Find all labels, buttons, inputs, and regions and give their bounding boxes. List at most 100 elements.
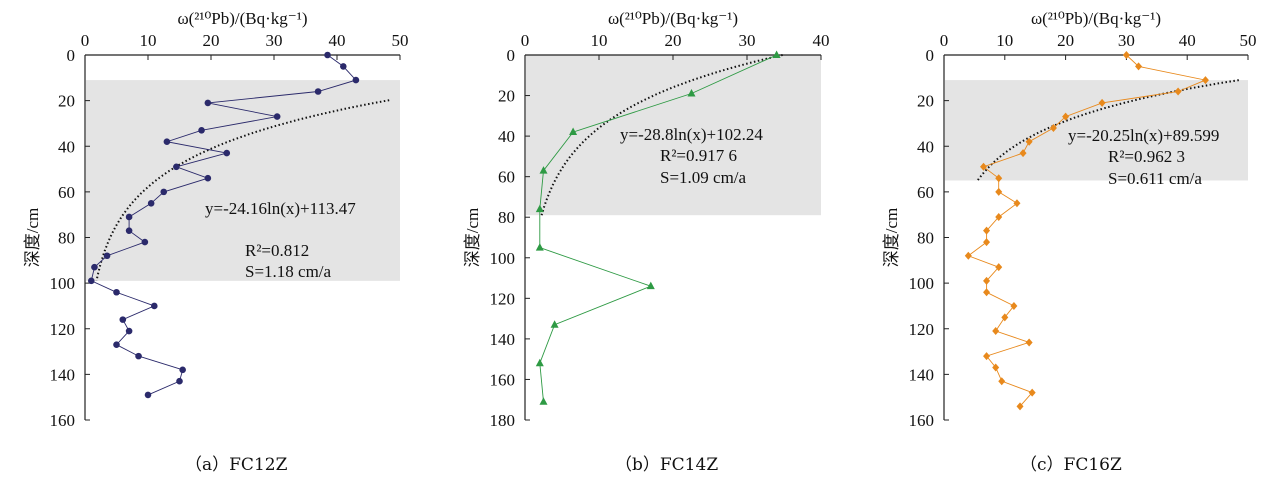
data-point	[687, 89, 696, 97]
data-point	[535, 204, 544, 213]
data-point	[995, 187, 1003, 196]
fit-curve	[95, 99, 390, 282]
y-axis-label: 深度/cm	[882, 208, 901, 268]
chart-caption: （b）FC14Z	[615, 455, 718, 475]
shaded-depth-band	[86, 80, 400, 281]
data-point	[141, 238, 149, 246]
fit-equation: y=-24.16ln(x)+113.47	[205, 199, 356, 218]
data-point	[179, 366, 186, 374]
data-point	[983, 226, 991, 235]
y-tick-label: 100	[490, 249, 516, 268]
data-point	[1025, 137, 1033, 146]
fit-r-squared: R²=0.917 6	[660, 146, 737, 165]
x-tick-label: 0	[940, 31, 949, 50]
y-tick-label: 160	[909, 411, 935, 430]
fit-equation: y=-28.8ln(x)+102.24	[620, 125, 763, 144]
y-tick-label: 140	[490, 330, 516, 349]
y-tick-label: 0	[926, 46, 935, 65]
x-axis-label: ω(²¹⁰Pb)/(Bq·kg⁻¹)	[608, 9, 738, 28]
x-axis-label: ω(²¹⁰Pb)/(Bq·kg⁻¹)	[1031, 9, 1161, 28]
data-point	[125, 327, 133, 335]
data-point	[223, 149, 231, 157]
data-point	[998, 377, 1006, 386]
y-tick-label: 100	[50, 274, 76, 293]
fit-r-squared: R²=0.812	[245, 241, 309, 260]
data-point	[204, 99, 212, 107]
y-tick-label: 80	[917, 229, 934, 248]
data-point	[273, 113, 281, 120]
y-tick-label: 40	[917, 137, 934, 156]
fit-r-squared: R²=0.962 3	[1108, 147, 1185, 166]
data-point	[1010, 301, 1018, 310]
data-point	[1028, 388, 1036, 397]
data-point	[103, 252, 111, 260]
data-point	[569, 127, 578, 136]
data-point	[125, 213, 133, 221]
y-tick-label: 20	[498, 87, 515, 106]
data-point	[983, 276, 991, 285]
fit-curve	[540, 54, 783, 216]
y-tick-label: 0	[507, 46, 516, 65]
y-tick-label: 160	[490, 370, 516, 389]
y-tick-label: 40	[58, 137, 75, 156]
data-point	[125, 227, 133, 234]
data-point	[539, 166, 548, 174]
y-tick-label: 20	[58, 92, 75, 111]
x-axis-label: ω(²¹⁰Pb)/(Bq·kg⁻¹)	[177, 9, 307, 28]
y-tick-label: 180	[490, 411, 516, 430]
data-point	[1049, 124, 1057, 132]
y-tick-label: 40	[498, 127, 515, 146]
data-point	[964, 251, 972, 260]
x-tick-label: 50	[1240, 31, 1257, 50]
data-point	[539, 397, 548, 405]
data-line	[539, 54, 777, 402]
data-point	[1098, 98, 1106, 107]
data-point	[314, 88, 322, 95]
sedimentation-rate: S=1.09 cm/a	[660, 168, 747, 187]
y-tick-label: 60	[58, 183, 75, 202]
x-tick-label: 30	[739, 31, 756, 50]
data-point	[980, 162, 988, 171]
data-point	[91, 263, 98, 271]
data-point	[992, 363, 1000, 372]
shaded-depth-band	[945, 80, 1248, 181]
x-tick-label: 0	[521, 31, 530, 50]
x-tick-label: 40	[329, 31, 346, 50]
y-tick-label: 60	[917, 183, 934, 202]
data-point	[983, 352, 991, 361]
y-tick-label: 100	[909, 274, 935, 293]
data-point	[1062, 112, 1070, 121]
x-tick-label: 20	[665, 31, 682, 50]
y-tick-label: 120	[50, 320, 76, 339]
x-tick-label: 50	[392, 31, 409, 50]
data-point	[1025, 338, 1033, 347]
x-tick-label: 30	[266, 31, 283, 50]
y-tick-label: 140	[909, 365, 935, 384]
x-tick-label: 10	[591, 31, 608, 50]
data-point	[772, 50, 781, 58]
data-point	[324, 51, 331, 59]
chart-1: 0 10 20 30 40 50 0 20 40 60 80 100 120 140 160 ω(²¹⁰Pb)…	[23, 9, 409, 475]
x-tick-label: 10	[140, 31, 157, 50]
y-tick-label: 140	[50, 365, 76, 384]
data-point	[995, 174, 1003, 183]
x-tick-label: 0	[81, 31, 90, 50]
y-tick-label: 20	[917, 92, 934, 111]
x-tick-label: 40	[813, 31, 830, 50]
data-point	[1174, 87, 1182, 96]
y-tick-label: 120	[909, 320, 935, 339]
data-point	[113, 288, 120, 296]
data-point	[147, 199, 155, 207]
data-point	[983, 288, 991, 297]
data-point	[983, 238, 991, 247]
data-line	[90, 54, 357, 396]
data-point	[1122, 51, 1130, 59]
data-point	[119, 316, 127, 323]
data-point	[352, 76, 360, 84]
data-point	[340, 63, 347, 70]
data-point	[535, 358, 544, 367]
sedimentation-rate: S=0.611 cm/a	[1108, 169, 1202, 188]
data-point	[160, 188, 168, 196]
data-point	[1013, 199, 1021, 208]
